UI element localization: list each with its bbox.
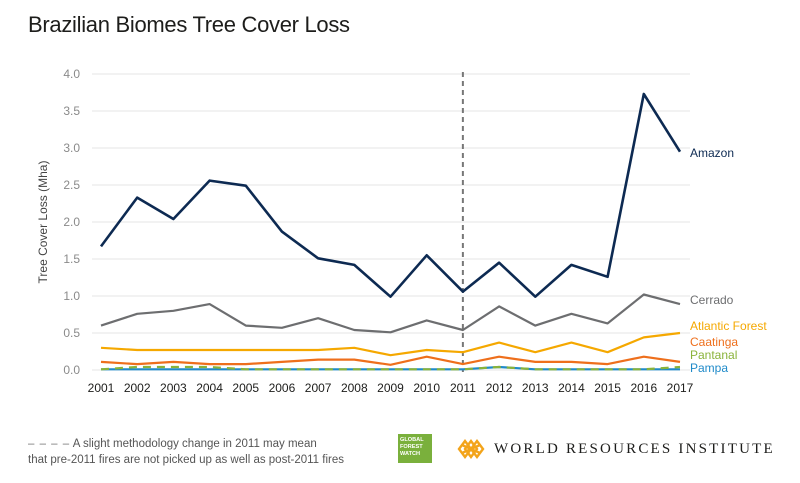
series-line-amazon — [99, 92, 682, 299]
y-tick-label: 1.5 — [63, 252, 80, 266]
x-tick-label: 2015 — [594, 381, 621, 395]
series-line-atlantic-forest — [100, 331, 681, 357]
y-tick-label: 0.5 — [63, 326, 80, 340]
series-line-pantanal — [100, 365, 681, 371]
x-tick-label: 2009 — [377, 381, 404, 395]
x-tick-label: 2002 — [124, 381, 151, 395]
gfw-logo-line: FOREST — [400, 444, 423, 450]
x-tick-label: 2016 — [630, 381, 657, 395]
series-line-caatinga — [100, 355, 681, 366]
chart-title: Brazilian Biomes Tree Cover Loss — [28, 12, 350, 37]
y-tick-label: 2.0 — [63, 215, 80, 229]
dashed-line-legend-icon: – – – – — [28, 438, 71, 450]
gfw-logo-line: GLOBAL — [400, 437, 424, 443]
x-tick-label: 2017 — [667, 381, 694, 395]
x-tick-label: 2006 — [269, 381, 296, 395]
line-chart: 0.0 0.5 1.0 1.5 2.0 2.5 3.0 3.5 4.0 2001 2002 2003… — [36, 67, 767, 395]
x-tick-label: 2010 — [413, 381, 440, 395]
series-labels: Amazon Cerrado Atlantic Forest CaatingaPant… — [690, 146, 767, 375]
x-tick-label: 2008 — [341, 381, 368, 395]
x-tick-label: 2001 — [88, 381, 115, 395]
x-tick-label: 2013 — [522, 381, 549, 395]
y-axis-label: Tree Cover Loss (Mha) — [36, 161, 50, 284]
wri-logo-text: WORLD RESOURCES INSTITUTE — [494, 440, 775, 457]
series-lines — [99, 92, 682, 371]
y-tick-label: 2.5 — [63, 178, 80, 192]
x-tick-label: 2011 — [450, 381, 476, 395]
x-tick-label: 2003 — [160, 381, 187, 395]
series-label-cerrado: Cerrado — [690, 293, 734, 307]
y-tick-label: 4.0 — [63, 67, 80, 81]
gfw-logo-line: WATCH — [400, 451, 421, 457]
series-label-pampa: Pampa — [690, 361, 728, 375]
series-label-amazon: Amazon — [690, 146, 734, 160]
x-tick-label: 2012 — [486, 381, 513, 395]
footnote: – – – – A slight methodology change in 2… — [28, 436, 344, 468]
y-tick-label: 3.0 — [63, 141, 80, 155]
x-tick-label: 2004 — [196, 381, 223, 395]
global-forest-watch-logo: GLOBAL FOREST WATCH — [398, 434, 432, 463]
x-tick-label: 2005 — [232, 381, 259, 395]
x-axis-ticks: 2001 2002 2003 2004 2005 2006 2007 2008 2009 2010… — [88, 381, 694, 395]
x-tick-label: 2007 — [305, 381, 332, 395]
x-tick-label: 2014 — [558, 381, 585, 395]
y-tick-label: 3.5 — [63, 104, 80, 118]
footnote-line-2: that pre-2011 fires are not picked up as… — [28, 454, 344, 466]
series-label-pantanal: Pantanal — [690, 348, 737, 362]
series-label-atlantic-forest: Atlantic Forest — [690, 319, 767, 333]
footnote-line-1: A slight methodology change in 2011 may … — [72, 438, 317, 450]
wri-logo: WORLD RESOURCES INSTITUTE — [456, 436, 775, 462]
series-label-caatinga: Caatinga — [690, 335, 738, 349]
series-line-cerrado — [100, 293, 681, 334]
y-axis-ticks: 0.0 0.5 1.0 1.5 2.0 2.5 3.0 3.5 4.0 — [63, 67, 80, 377]
wri-mark-icon — [457, 439, 485, 459]
y-tick-label: 0.0 — [63, 363, 80, 377]
gridlines — [92, 73, 690, 371]
y-tick-label: 1.0 — [63, 289, 80, 303]
